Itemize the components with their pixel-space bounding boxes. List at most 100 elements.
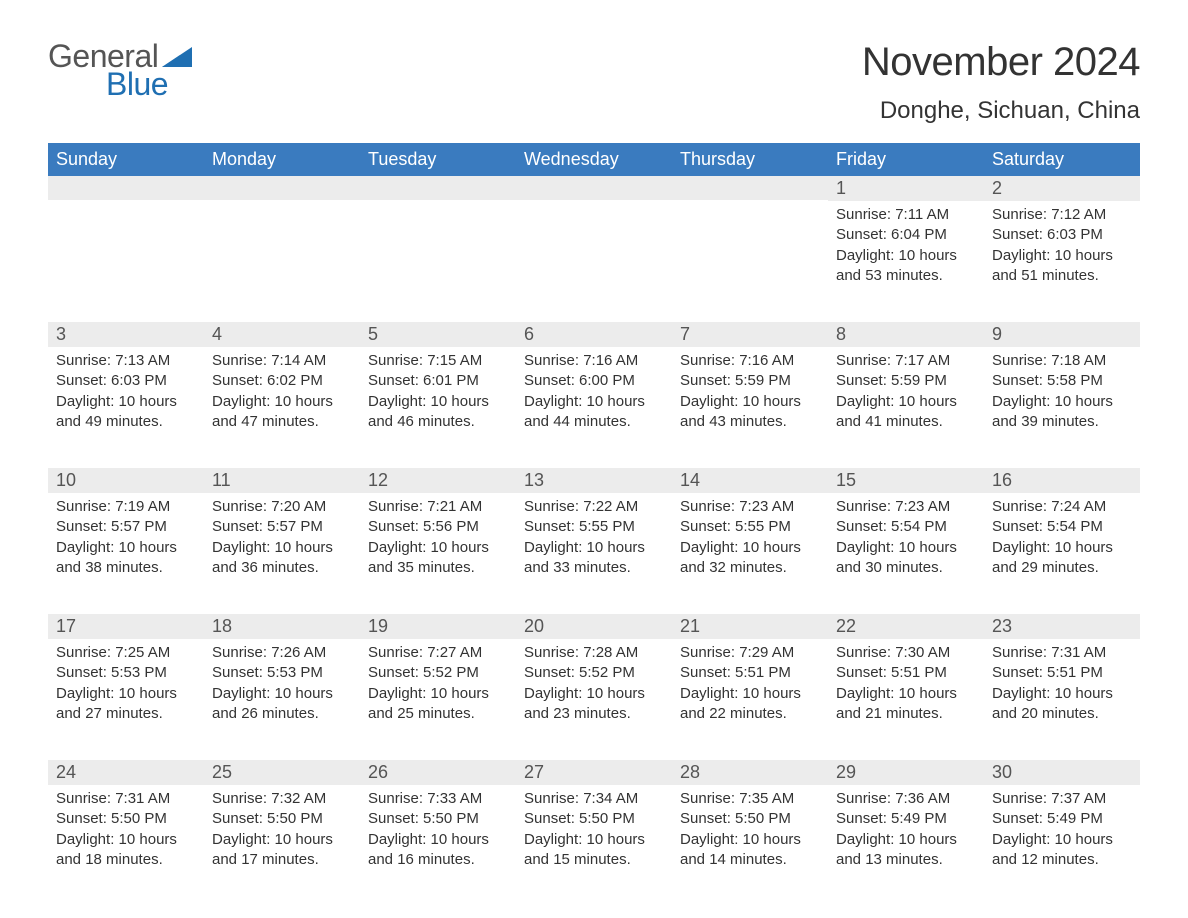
sunrise-line: Sunrise: 7:37 AM xyxy=(992,789,1132,809)
sunset-line: Sunset: 5:53 PM xyxy=(212,663,352,683)
calendar-day-cell: 28Sunrise: 7:35 AMSunset: 5:50 PMDayligh… xyxy=(672,760,828,876)
day-number: 10 xyxy=(48,468,204,493)
day-number: 6 xyxy=(516,322,672,347)
sunrise-line: Sunrise: 7:36 AM xyxy=(836,789,976,809)
location-text: Donghe, Sichuan, China xyxy=(862,97,1140,125)
calendar-day-cell: 1Sunrise: 7:11 AMSunset: 6:04 PMDaylight… xyxy=(828,176,984,292)
calendar-day-cell: 29Sunrise: 7:36 AMSunset: 5:49 PMDayligh… xyxy=(828,760,984,876)
daylight-line: Daylight: 10 hours and 23 minutes. xyxy=(524,684,664,725)
calendar-day-cell: 4Sunrise: 7:14 AMSunset: 6:02 PMDaylight… xyxy=(204,322,360,438)
day-number: 16 xyxy=(984,468,1140,493)
calendar-day-cell: 30Sunrise: 7:37 AMSunset: 5:49 PMDayligh… xyxy=(984,760,1140,876)
calendar-day-cell: 13Sunrise: 7:22 AMSunset: 5:55 PMDayligh… xyxy=(516,468,672,584)
empty-day-number xyxy=(204,176,360,200)
daylight-line: Daylight: 10 hours and 16 minutes. xyxy=(368,830,508,871)
empty-day-number xyxy=(672,176,828,200)
day-details: Sunrise: 7:33 AMSunset: 5:50 PMDaylight:… xyxy=(360,785,516,876)
daylight-line: Daylight: 10 hours and 36 minutes. xyxy=(212,538,352,579)
day-number: 12 xyxy=(360,468,516,493)
day-details: Sunrise: 7:23 AMSunset: 5:55 PMDaylight:… xyxy=(672,493,828,584)
daylight-line: Daylight: 10 hours and 35 minutes. xyxy=(368,538,508,579)
calendar-day-cell: 3Sunrise: 7:13 AMSunset: 6:03 PMDaylight… xyxy=(48,322,204,438)
sunrise-line: Sunrise: 7:34 AM xyxy=(524,789,664,809)
sunset-line: Sunset: 5:54 PM xyxy=(992,517,1132,537)
day-number: 2 xyxy=(984,176,1140,201)
day-details: Sunrise: 7:16 AMSunset: 6:00 PMDaylight:… xyxy=(516,347,672,438)
calendar-day-cell: 20Sunrise: 7:28 AMSunset: 5:52 PMDayligh… xyxy=(516,614,672,730)
sunrise-line: Sunrise: 7:26 AM xyxy=(212,643,352,663)
day-details: Sunrise: 7:28 AMSunset: 5:52 PMDaylight:… xyxy=(516,639,672,730)
weekday-header: Tuesday xyxy=(360,143,516,176)
calendar-day-cell: 24Sunrise: 7:31 AMSunset: 5:50 PMDayligh… xyxy=(48,760,204,876)
sunset-line: Sunset: 6:00 PM xyxy=(524,371,664,391)
day-number: 14 xyxy=(672,468,828,493)
week-separator xyxy=(48,584,1140,614)
calendar-day-cell: 14Sunrise: 7:23 AMSunset: 5:55 PMDayligh… xyxy=(672,468,828,584)
day-details: Sunrise: 7:22 AMSunset: 5:55 PMDaylight:… xyxy=(516,493,672,584)
sunset-line: Sunset: 5:59 PM xyxy=(680,371,820,391)
sunrise-line: Sunrise: 7:31 AM xyxy=(992,643,1132,663)
calendar-week-row: 3Sunrise: 7:13 AMSunset: 6:03 PMDaylight… xyxy=(48,322,1140,438)
sunrise-line: Sunrise: 7:30 AM xyxy=(836,643,976,663)
calendar-table: Sunday Monday Tuesday Wednesday Thursday… xyxy=(48,143,1140,876)
weekday-header: Thursday xyxy=(672,143,828,176)
weekday-header: Sunday xyxy=(48,143,204,176)
sunrise-line: Sunrise: 7:20 AM xyxy=(212,497,352,517)
day-details: Sunrise: 7:31 AMSunset: 5:50 PMDaylight:… xyxy=(48,785,204,876)
sunset-line: Sunset: 5:51 PM xyxy=(992,663,1132,683)
sunset-line: Sunset: 5:52 PM xyxy=(368,663,508,683)
sunset-line: Sunset: 6:02 PM xyxy=(212,371,352,391)
day-number: 17 xyxy=(48,614,204,639)
calendar-day-cell: 19Sunrise: 7:27 AMSunset: 5:52 PMDayligh… xyxy=(360,614,516,730)
calendar-day-cell: 10Sunrise: 7:19 AMSunset: 5:57 PMDayligh… xyxy=(48,468,204,584)
brand-part2: Blue xyxy=(106,68,192,100)
day-number: 11 xyxy=(204,468,360,493)
sunset-line: Sunset: 5:52 PM xyxy=(524,663,664,683)
day-details: Sunrise: 7:12 AMSunset: 6:03 PMDaylight:… xyxy=(984,201,1140,292)
sunset-line: Sunset: 6:04 PM xyxy=(836,225,976,245)
page-title: November 2024 xyxy=(862,40,1140,85)
day-number: 19 xyxy=(360,614,516,639)
sunrise-line: Sunrise: 7:27 AM xyxy=(368,643,508,663)
day-number: 3 xyxy=(48,322,204,347)
day-details: Sunrise: 7:35 AMSunset: 5:50 PMDaylight:… xyxy=(672,785,828,876)
sunrise-line: Sunrise: 7:32 AM xyxy=(212,789,352,809)
daylight-line: Daylight: 10 hours and 17 minutes. xyxy=(212,830,352,871)
day-number: 30 xyxy=(984,760,1140,785)
day-number: 29 xyxy=(828,760,984,785)
sunrise-line: Sunrise: 7:23 AM xyxy=(836,497,976,517)
calendar-day-cell: 25Sunrise: 7:32 AMSunset: 5:50 PMDayligh… xyxy=(204,760,360,876)
day-details: Sunrise: 7:15 AMSunset: 6:01 PMDaylight:… xyxy=(360,347,516,438)
day-details: Sunrise: 7:37 AMSunset: 5:49 PMDaylight:… xyxy=(984,785,1140,876)
sunset-line: Sunset: 5:56 PM xyxy=(368,517,508,537)
day-details: Sunrise: 7:31 AMSunset: 5:51 PMDaylight:… xyxy=(984,639,1140,730)
daylight-line: Daylight: 10 hours and 21 minutes. xyxy=(836,684,976,725)
sunrise-line: Sunrise: 7:11 AM xyxy=(836,205,976,225)
sunset-line: Sunset: 5:55 PM xyxy=(524,517,664,537)
day-details: Sunrise: 7:36 AMSunset: 5:49 PMDaylight:… xyxy=(828,785,984,876)
title-block: November 2024 Donghe, Sichuan, China xyxy=(862,40,1140,125)
daylight-line: Daylight: 10 hours and 15 minutes. xyxy=(524,830,664,871)
day-details: Sunrise: 7:23 AMSunset: 5:54 PMDaylight:… xyxy=(828,493,984,584)
day-number: 4 xyxy=(204,322,360,347)
day-number: 24 xyxy=(48,760,204,785)
day-details: Sunrise: 7:19 AMSunset: 5:57 PMDaylight:… xyxy=(48,493,204,584)
calendar-day-cell xyxy=(672,176,828,292)
day-number: 1 xyxy=(828,176,984,201)
day-number: 22 xyxy=(828,614,984,639)
sunset-line: Sunset: 5:50 PM xyxy=(524,809,664,829)
calendar-day-cell xyxy=(204,176,360,292)
day-number: 23 xyxy=(984,614,1140,639)
day-details: Sunrise: 7:32 AMSunset: 5:50 PMDaylight:… xyxy=(204,785,360,876)
sunset-line: Sunset: 5:57 PM xyxy=(56,517,196,537)
sunrise-line: Sunrise: 7:31 AM xyxy=(56,789,196,809)
weekday-header: Saturday xyxy=(984,143,1140,176)
sunset-line: Sunset: 5:55 PM xyxy=(680,517,820,537)
day-details: Sunrise: 7:25 AMSunset: 5:53 PMDaylight:… xyxy=(48,639,204,730)
sunset-line: Sunset: 5:49 PM xyxy=(992,809,1132,829)
sunrise-line: Sunrise: 7:12 AM xyxy=(992,205,1132,225)
sunset-line: Sunset: 5:50 PM xyxy=(368,809,508,829)
calendar-day-cell xyxy=(360,176,516,292)
sunset-line: Sunset: 5:49 PM xyxy=(836,809,976,829)
day-number: 20 xyxy=(516,614,672,639)
